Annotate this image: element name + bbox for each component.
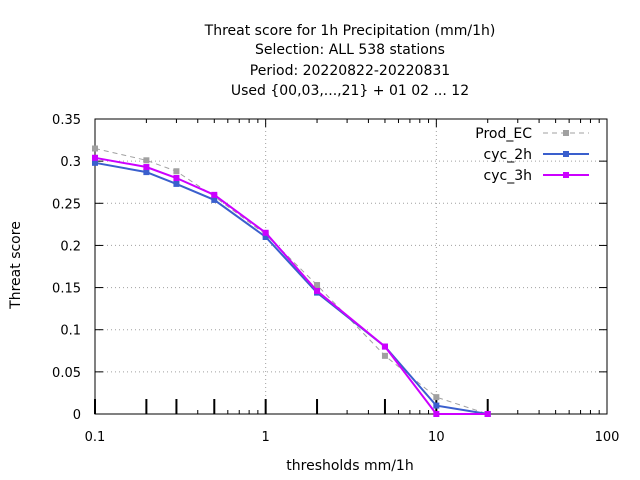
series-cyc-2h (92, 159, 491, 417)
data-point (92, 145, 98, 152)
y-tick-label: 0.35 (52, 113, 81, 128)
data-point (173, 175, 180, 181)
data-point (173, 168, 180, 175)
data-point (143, 157, 150, 164)
y-axis-ticks: 0 0.05 0.1 0.15 0.2 0.25 0.3 0.35 (52, 113, 607, 423)
legend-swatch-marker (563, 172, 569, 178)
data-point (381, 343, 388, 350)
data-point (143, 164, 150, 171)
title-line-2: Selection: ALL 538 stations (255, 42, 445, 58)
chart-title: Threat score for 1h Precipitation (mm/1h… (204, 23, 496, 99)
x-tick-label: 0.1 (85, 430, 106, 445)
title-line-4: Used {00,03,...,21} + 01 02 ... 12 (231, 83, 469, 99)
legend: Prod_EC cyc_2h cyc_3h (475, 126, 589, 184)
x-axis-ticks: 0.1 1 10 100 (85, 119, 620, 445)
data-series (92, 145, 491, 417)
data-point (433, 394, 440, 401)
y-tick-label: 0.25 (52, 197, 81, 212)
legend-label: cyc_3h (484, 168, 532, 184)
legend-swatch-marker (563, 130, 569, 136)
data-point (211, 191, 218, 198)
y-tick-label: 0.15 (52, 282, 81, 297)
data-point (92, 159, 98, 166)
data-point (433, 411, 440, 417)
y-tick-label: 0.05 (52, 366, 81, 381)
title-line-3: Period: 20220822-20220831 (250, 63, 450, 79)
series-prod-ec (92, 145, 491, 417)
data-point (211, 196, 218, 203)
x-tick-label: 1 (262, 430, 270, 445)
y-tick-label: 0.3 (60, 155, 81, 170)
data-point (92, 154, 98, 161)
legend-label: cyc_2h (484, 147, 532, 163)
y-axis-label: Threat score (8, 221, 24, 310)
legend-swatch-marker (563, 151, 569, 157)
gridlines (95, 119, 607, 414)
x-axis-label: thresholds mm/1h (286, 458, 413, 474)
y-tick-label: 0.2 (60, 239, 81, 254)
title-line-1: Threat score for 1h Precipitation (mm/1h… (204, 23, 496, 39)
data-point (143, 169, 150, 176)
legend-label: Prod_EC (475, 126, 532, 142)
x-tick-label: 10 (428, 430, 445, 445)
data-point (262, 234, 269, 240)
series-line (94, 161, 488, 415)
data-point (433, 402, 440, 409)
data-point (314, 287, 321, 294)
plot-frame (94, 118, 608, 415)
series-cyc-3h (92, 154, 491, 417)
y-tick-label: 0.1 (60, 324, 81, 339)
series-line (94, 148, 488, 415)
data-point (173, 180, 180, 187)
data-point (381, 352, 388, 359)
series-line (94, 156, 488, 415)
data-point (314, 282, 321, 289)
y-tick-label: 0 (73, 408, 81, 423)
data-point (484, 411, 491, 417)
x-tick-label: 100 (595, 430, 620, 445)
data-point (262, 229, 269, 236)
